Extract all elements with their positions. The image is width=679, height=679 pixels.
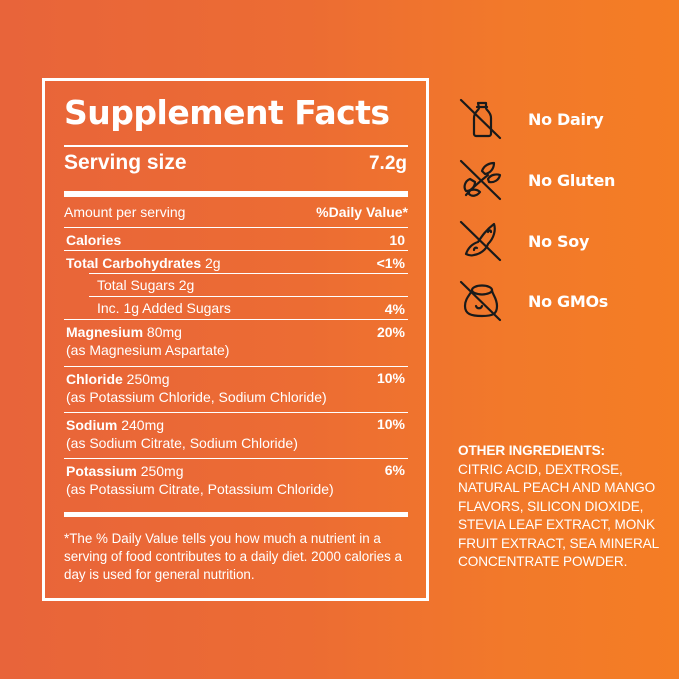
nutrient-source: (as Magnesium Aspartate) bbox=[66, 342, 230, 358]
thick-divider bbox=[64, 512, 408, 517]
badge-no-gluten: No Gluten bbox=[458, 157, 615, 203]
nutrient-dv: 10% bbox=[376, 370, 405, 386]
nutrient-amount: 80mg bbox=[146, 324, 182, 340]
nutrient-row-sodium: Sodium 240mg bbox=[66, 417, 164, 433]
badge-label: No Soy bbox=[528, 231, 590, 251]
nutrient-name: Potassium bbox=[66, 463, 137, 479]
amount-per-serving-header: Amount per serving bbox=[64, 204, 186, 220]
nutrient-source: (as Potassium Citrate, Potassium Chlorid… bbox=[66, 481, 334, 497]
nutrient-source: (as Potassium Chloride, Sodium Chloride) bbox=[66, 389, 327, 405]
nutrient-row-potassium: Potassium 250mg bbox=[66, 463, 184, 479]
no-gluten-icon bbox=[459, 159, 502, 201]
other-ingredients-text: CITRIC ACID, DEXTROSE, NATURAL PEACH AND… bbox=[458, 461, 659, 570]
nutrient-dv: 20% bbox=[376, 324, 405, 340]
divider bbox=[64, 412, 408, 413]
no-gmo-icon bbox=[459, 280, 502, 322]
divider bbox=[89, 273, 408, 274]
supplement-facts-panel bbox=[42, 78, 429, 601]
divider bbox=[64, 145, 408, 147]
nutrient-amount: 2g bbox=[205, 255, 221, 271]
nutrient-row-magnesium: Magnesium 80mg bbox=[66, 324, 182, 340]
nutrient-amount: 240mg bbox=[121, 417, 165, 433]
divider bbox=[64, 319, 408, 320]
nutrient-dv: 10% bbox=[376, 416, 405, 432]
divider bbox=[89, 296, 408, 297]
no-soy-icon bbox=[459, 220, 502, 262]
serving-size-value: 7.2g bbox=[368, 153, 407, 174]
nutrient-source: (as Sodium Citrate, Sodium Chloride) bbox=[66, 435, 298, 451]
nutrient-name: Inc. 1g Added Sugars bbox=[97, 300, 231, 316]
panel-title: Supplement Facts bbox=[64, 93, 390, 132]
nutrient-name: Total Carbohydrates bbox=[66, 255, 202, 271]
divider bbox=[64, 366, 408, 367]
daily-value-footnote: *The % Daily Value tells you how much a … bbox=[64, 531, 402, 582]
nutrient-row-chloride: Chloride 250mg bbox=[66, 371, 169, 387]
badge-label: No Dairy bbox=[528, 109, 604, 129]
nutrient-name: Chloride bbox=[66, 371, 123, 387]
thick-divider bbox=[64, 191, 408, 197]
divider bbox=[64, 250, 408, 251]
nutrient-row-total-carbohydrates: Total Carbohydrates 2g bbox=[66, 255, 221, 271]
serving-size-label: Serving size bbox=[64, 151, 187, 174]
daily-value-header: %Daily Value* bbox=[316, 204, 408, 220]
badge-label: No Gluten bbox=[528, 170, 616, 190]
other-ingredients-heading: OTHER INGREDIENTS: bbox=[458, 443, 605, 458]
nutrient-amount: 250mg bbox=[140, 463, 184, 479]
nutrient-name: Calories bbox=[66, 232, 122, 248]
divider bbox=[64, 227, 408, 228]
badge-label: No GMOs bbox=[528, 291, 609, 311]
nutrient-dv: <1% bbox=[376, 255, 405, 271]
nutrient-amount: 250mg bbox=[126, 371, 170, 387]
divider bbox=[64, 458, 408, 459]
nutrient-dv: 4% bbox=[384, 301, 405, 317]
no-dairy-icon bbox=[459, 98, 502, 140]
nutrient-name: Total Sugars 2g bbox=[97, 277, 195, 293]
nutrient-dv: 10 bbox=[389, 232, 405, 248]
nutrient-dv: 6% bbox=[384, 462, 405, 478]
badge-no-soy: No Soy bbox=[458, 218, 589, 264]
nutrient-name: Magnesium bbox=[66, 324, 144, 340]
other-ingredients: OTHER INGREDIENTS: CITRIC ACID, DEXTROSE… bbox=[458, 442, 673, 572]
badge-no-gmos: No GMOs bbox=[458, 278, 608, 324]
nutrient-name: Sodium bbox=[66, 417, 118, 433]
badge-no-dairy: No Dairy bbox=[458, 96, 604, 142]
